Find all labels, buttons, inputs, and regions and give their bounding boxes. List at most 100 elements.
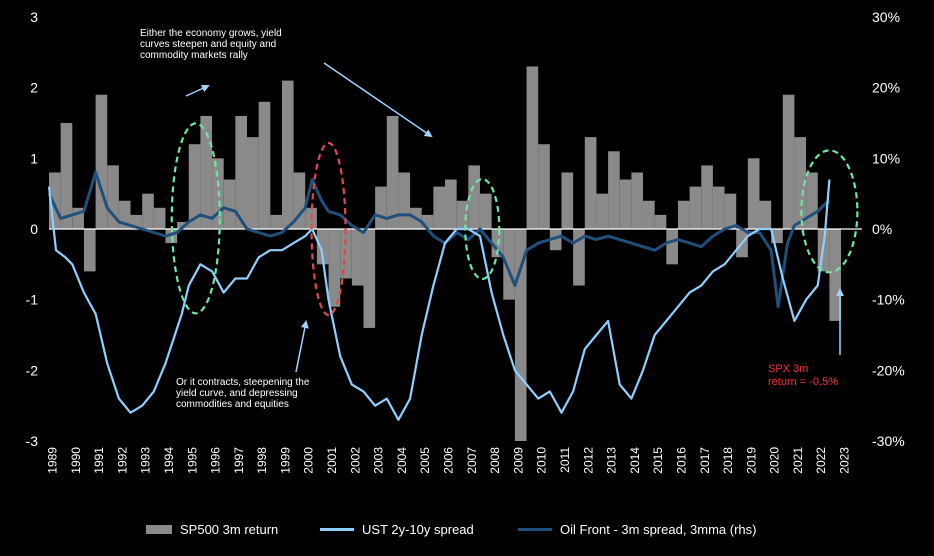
legend-label-oil: Oil Front - 3m spread, 3mma (rhs) [560,522,757,537]
bar-sp500 [363,229,376,328]
bar-sp500 [118,200,131,229]
bar-sp500 [107,165,119,229]
bar-sp500 [573,229,585,286]
bar-sp500 [701,165,713,229]
left-tick-label: 3 [30,9,38,25]
x-tick-label: 2008 [488,447,502,474]
x-tick-label: 2006 [442,447,456,474]
legend: SP500 3m return UST 2y-10y spread Oil Fr… [0,522,934,542]
x-tick-label: 2018 [721,447,735,474]
bar-sp500 [200,115,213,229]
bars-group [49,66,842,441]
right-tick-label: -20% [872,362,905,378]
legend-swatch-sp500 [146,525,172,534]
right-tick-label: 30% [872,9,900,25]
x-tick-label: 2020 [768,447,782,474]
bar-sp500 [153,207,166,229]
bar-sp500 [514,229,527,441]
bar-sp500 [142,193,154,229]
bar-sp500 [386,115,399,229]
x-tick-label: 2004 [395,447,409,474]
line-ust-spread [47,179,831,421]
bar-sp500 [235,115,248,229]
x-tick-label: 1989 [45,447,59,474]
arrows-group [185,62,844,373]
x-tick-label: 2007 [465,447,479,474]
x-tick-label: 1995 [185,447,199,474]
x-tick-label: 1992 [115,447,129,474]
bar-sp500 [445,179,457,229]
right-tick-label: 20% [872,80,900,96]
x-tick-label: 2002 [348,447,362,474]
legend-swatch-oil [518,528,552,531]
x-tick-label: 2022 [814,447,828,474]
x-tick-label: 1990 [69,447,83,474]
annotation-grows: Either the economy grows, yield curves st… [140,28,282,61]
bar-sp500 [689,186,702,229]
left-tick-label: 1 [30,150,38,166]
left-tick-label: 2 [30,80,38,96]
bar-sp500 [340,229,352,279]
bar-sp500 [398,172,411,229]
x-tick-label: 1999 [278,447,292,474]
bar-sp500 [631,172,644,229]
bar-sp500 [794,137,807,229]
left-tick-label: -3 [26,433,39,449]
x-tick-label: 2003 [372,447,386,474]
bar-sp500 [491,229,504,258]
bar-sp500 [712,186,725,229]
x-tick-label: 1994 [162,447,176,474]
x-tick-label: 2017 [698,447,712,474]
left-tick-label: -1 [26,292,39,308]
bar-sp500 [538,144,550,229]
bar-sp500 [328,229,341,307]
bar-sp500 [421,214,434,229]
x-tick-label: 2015 [651,447,665,474]
x-tick-label: 1998 [255,447,269,474]
x-tick-label: 2013 [605,447,619,474]
left-tick-label: 0 [30,221,38,237]
bar-sp500 [60,123,73,229]
ellipse-2007 [464,177,501,281]
bar-sp500 [724,193,737,229]
arrow-to-2007 [323,62,433,138]
bar-sp500 [677,200,690,229]
bar-sp500 [829,229,842,321]
bar-sp500 [247,137,259,229]
bar-sp500 [654,214,667,229]
bar-sp500 [351,229,364,286]
bar-sp500 [258,101,271,229]
bar-sp500 [83,229,96,272]
bar-sp500 [316,229,329,265]
x-tick-label: 1996 [209,447,223,474]
bar-sp500 [608,151,620,229]
bar-sp500 [584,137,597,229]
x-tick-label: 2011 [558,447,572,473]
bar-sp500 [72,207,84,229]
bar-sp500 [782,94,795,229]
bar-sp500 [468,165,480,229]
bar-sp500 [223,179,236,229]
bar-sp500 [49,172,61,229]
x-tick-label: 1993 [139,447,153,474]
x-tick-label: 2019 [744,447,758,474]
annotation-spx: SPX 3m return = -0.5% [768,363,839,388]
bar-sp500 [759,200,772,229]
right-tick-label: 0% [872,221,892,237]
bar-sp500 [561,172,574,229]
legend-item-ust: UST 2y-10y spread [320,522,474,537]
right-tick-label: 10% [872,150,900,166]
bar-sp500 [433,186,446,229]
bar-sp500 [479,193,492,229]
right-tick-label: -10% [872,292,905,308]
bar-sp500 [643,200,655,229]
x-tick-label: 2012 [581,447,595,474]
bar-sp500 [526,66,539,229]
x-tick-label: 1991 [92,447,106,474]
ellipse-2022 [800,149,859,274]
legend-swatch-ust [320,528,354,531]
bar-sp500 [375,186,387,229]
bar-sp500 [549,229,562,251]
bar-sp500 [281,80,294,229]
